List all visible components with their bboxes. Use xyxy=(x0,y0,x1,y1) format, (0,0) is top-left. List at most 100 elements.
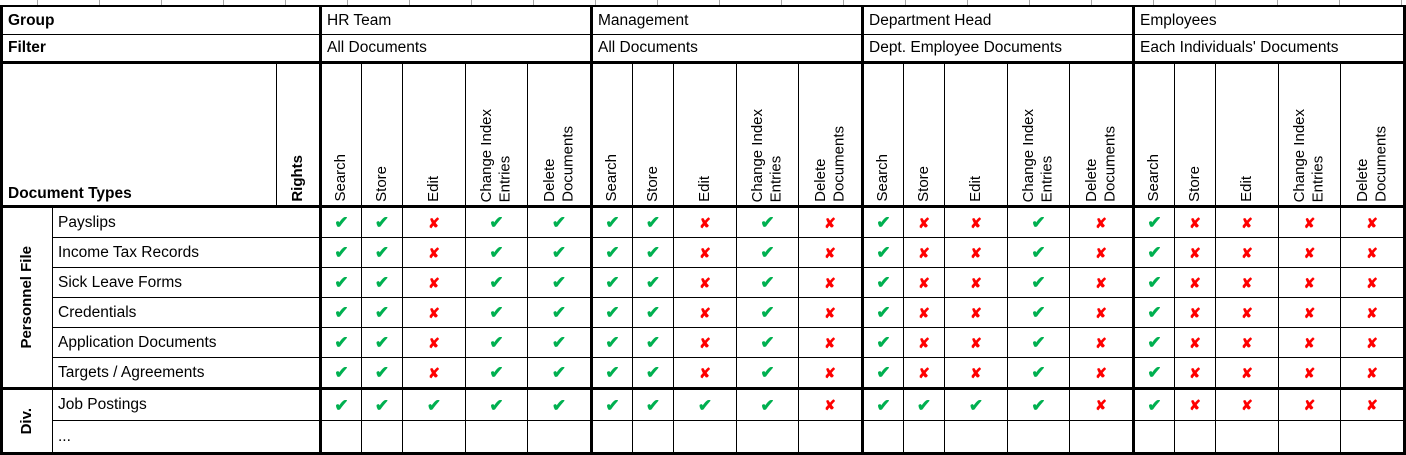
mark-cell[interactable]: ✘ xyxy=(1175,268,1216,297)
mark-cell[interactable]: ✘ xyxy=(403,328,466,357)
mark-cell[interactable] xyxy=(1175,421,1216,452)
mark-cell[interactable]: ✔ xyxy=(1008,208,1070,237)
mark-cell[interactable]: ✘ xyxy=(1279,358,1341,387)
right-column-header[interactable]: Search xyxy=(590,64,633,205)
mark-cell[interactable]: ✘ xyxy=(1279,328,1341,357)
mark-cell[interactable]: ✔ xyxy=(362,268,403,297)
mark-cell[interactable]: ✘ xyxy=(945,328,1008,357)
mark-cell[interactable]: ✔ xyxy=(466,268,528,297)
rights-header-cell[interactable]: Rights xyxy=(277,64,319,205)
right-column-header[interactable]: Search xyxy=(1132,64,1175,205)
mark-cell[interactable]: ✘ xyxy=(1175,390,1216,420)
mark-cell[interactable]: ✔ xyxy=(362,328,403,357)
mark-cell[interactable]: ✔ xyxy=(737,208,799,237)
mark-cell[interactable]: ✘ xyxy=(799,328,861,357)
mark-cell[interactable]: ✘ xyxy=(403,208,466,237)
mark-cell[interactable]: ✘ xyxy=(1279,238,1341,267)
mark-cell[interactable] xyxy=(1008,421,1070,452)
mark-cell[interactable]: ✘ xyxy=(1341,298,1403,327)
mark-cell[interactable]: ✔ xyxy=(319,298,362,327)
mark-cell[interactable]: ✘ xyxy=(1070,328,1132,357)
mark-cell[interactable]: ✘ xyxy=(945,268,1008,297)
mark-cell[interactable]: ✔ xyxy=(466,208,528,237)
filter-cell[interactable]: All Documents xyxy=(319,35,590,61)
mark-cell[interactable]: ✘ xyxy=(1070,298,1132,327)
mark-cell[interactable]: ✘ xyxy=(674,328,737,357)
mark-cell[interactable]: ✔ xyxy=(861,238,904,267)
mark-cell[interactable]: ✔ xyxy=(590,298,633,327)
group-row-label[interactable]: Group xyxy=(8,11,55,29)
doc-type-cell[interactable]: Targets / Agreements xyxy=(58,363,205,381)
mark-cell[interactable]: ✔ xyxy=(633,358,674,387)
right-column-header[interactable]: Edit xyxy=(1216,64,1279,205)
mark-cell[interactable]: ✔ xyxy=(861,390,904,420)
right-column-header[interactable]: Edit xyxy=(945,64,1008,205)
mark-cell[interactable]: ✘ xyxy=(1341,358,1403,387)
mark-cell[interactable] xyxy=(466,421,528,452)
mark-cell[interactable]: ✘ xyxy=(945,358,1008,387)
filter-cell[interactable]: Each Individuals' Documents xyxy=(1132,35,1403,61)
mark-cell[interactable]: ✔ xyxy=(319,390,362,420)
doc-type-cell[interactable]: ... xyxy=(58,427,71,445)
mark-cell[interactable]: ✔ xyxy=(1132,238,1175,267)
mark-cell[interactable]: ✘ xyxy=(1175,208,1216,237)
mark-cell[interactable]: ✔ xyxy=(737,328,799,357)
right-column-header[interactable]: Edit xyxy=(674,64,737,205)
mark-cell[interactable]: ✘ xyxy=(674,358,737,387)
mark-cell[interactable]: ✔ xyxy=(403,390,466,420)
mark-cell[interactable]: ✔ xyxy=(1132,298,1175,327)
mark-cell[interactable]: ✔ xyxy=(737,238,799,267)
mark-cell[interactable]: ✔ xyxy=(945,390,1008,420)
mark-cell[interactable]: ✔ xyxy=(528,390,590,420)
mark-cell[interactable]: ✔ xyxy=(1132,390,1175,420)
mark-cell[interactable]: ✘ xyxy=(1175,328,1216,357)
right-column-header[interactable]: Change Index Entries xyxy=(466,64,528,205)
mark-cell[interactable]: ✘ xyxy=(1341,238,1403,267)
mark-cell[interactable]: ✔ xyxy=(633,208,674,237)
mark-cell[interactable] xyxy=(1216,421,1279,452)
mark-cell[interactable]: ✔ xyxy=(590,358,633,387)
mark-cell[interactable]: ✔ xyxy=(737,268,799,297)
doc-type-cell[interactable]: Application Documents xyxy=(58,333,217,351)
mark-cell[interactable]: ✔ xyxy=(528,268,590,297)
filter-cell[interactable]: Dept. Employee Documents xyxy=(861,35,1132,61)
mark-cell[interactable]: ✘ xyxy=(1279,390,1341,420)
mark-cell[interactable]: ✔ xyxy=(861,208,904,237)
mark-cell[interactable] xyxy=(861,421,904,452)
mark-cell[interactable]: ✔ xyxy=(633,390,674,420)
mark-cell[interactable]: ✘ xyxy=(1216,358,1279,387)
mark-cell[interactable]: ✔ xyxy=(1132,208,1175,237)
doc-type-cell[interactable]: Income Tax Records xyxy=(58,243,199,261)
mark-cell[interactable]: ✔ xyxy=(1008,390,1070,420)
mark-cell[interactable]: ✔ xyxy=(861,328,904,357)
mark-cell[interactable]: ✘ xyxy=(799,268,861,297)
mark-cell[interactable]: ✔ xyxy=(590,238,633,267)
mark-cell[interactable]: ✔ xyxy=(1132,268,1175,297)
doc-type-cell[interactable]: Sick Leave Forms xyxy=(58,273,183,291)
mark-cell[interactable]: ✔ xyxy=(633,298,674,327)
mark-cell[interactable] xyxy=(633,421,674,452)
mark-cell[interactable]: ✔ xyxy=(904,390,945,420)
mark-cell[interactable]: ✔ xyxy=(319,238,362,267)
mark-cell[interactable] xyxy=(737,421,799,452)
right-column-header[interactable]: Edit xyxy=(403,64,466,205)
mark-cell[interactable]: ✘ xyxy=(1216,238,1279,267)
mark-cell[interactable]: ✘ xyxy=(799,298,861,327)
right-column-header[interactable]: Delete Documents xyxy=(1341,64,1403,205)
mark-cell[interactable]: ✔ xyxy=(528,298,590,327)
mark-cell[interactable]: ✘ xyxy=(1070,208,1132,237)
mark-cell[interactable]: ✘ xyxy=(674,268,737,297)
mark-cell[interactable]: ✘ xyxy=(904,208,945,237)
mark-cell[interactable] xyxy=(1341,421,1403,452)
mark-cell[interactable]: ✔ xyxy=(737,298,799,327)
mark-cell[interactable]: ✘ xyxy=(403,238,466,267)
mark-cell[interactable]: ✔ xyxy=(528,328,590,357)
doc-type-cell[interactable]: Credentials xyxy=(58,303,137,321)
mark-cell[interactable] xyxy=(1279,421,1341,452)
mark-cell[interactable]: ✔ xyxy=(861,298,904,327)
mark-cell[interactable]: ✘ xyxy=(1175,298,1216,327)
mark-cell[interactable]: ✘ xyxy=(1279,268,1341,297)
document-types-header[interactable]: Document Types xyxy=(3,64,277,205)
mark-cell[interactable]: ✔ xyxy=(319,358,362,387)
mark-cell[interactable]: ✔ xyxy=(319,328,362,357)
